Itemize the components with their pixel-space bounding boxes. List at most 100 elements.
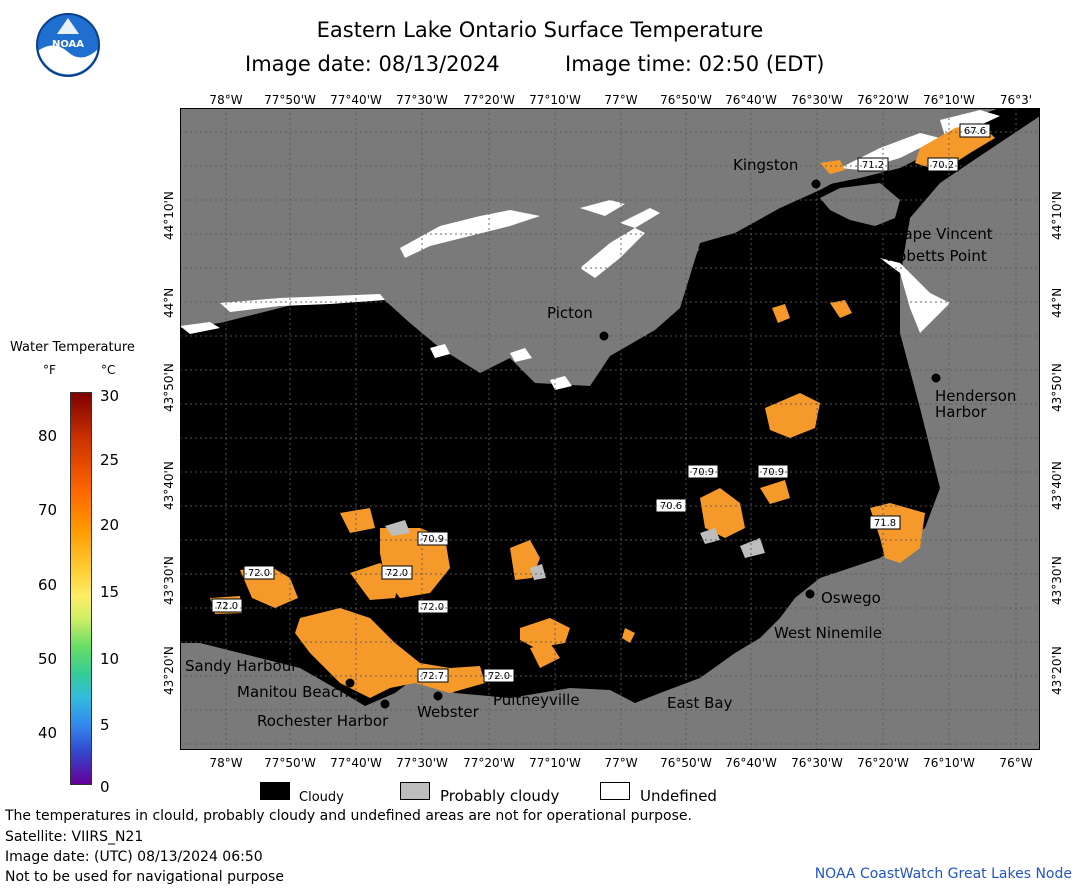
lat-tick-left: 43°20'N: [162, 646, 176, 695]
lat-tick-left: 43°30'N: [162, 556, 176, 605]
place-label: Manitou Beach: [237, 683, 349, 701]
navigation-note: Not to be used for navigational purpose: [5, 869, 284, 885]
lon-tick-top: 77°30'W: [396, 93, 448, 107]
lon-tick-bottom: 77°50'W: [264, 756, 316, 770]
disclaimer-note: The temperatures in clould, probably clo…: [5, 808, 692, 824]
lon-tick-top: 76°10'W: [923, 93, 975, 107]
colorbar-unit-c: °C: [101, 363, 116, 377]
legend-undefined-swatch: [600, 782, 630, 800]
temperature-value: 72.0: [216, 601, 238, 612]
tibbetts-point-marker: [865, 275, 875, 285]
colorbar-scale: [70, 392, 92, 785]
legend-probably-cloudy-swatch: [400, 782, 430, 800]
lon-tick-top: 76°30'W: [791, 93, 843, 107]
manitou-beach-marker: [345, 678, 355, 688]
pultneyville-marker: [541, 681, 551, 691]
place-label: Rochester Harbor: [257, 712, 389, 730]
kingston-marker: [811, 179, 821, 189]
place-label: Pultneyville: [493, 691, 580, 709]
colorbar-c-tick: 30: [100, 387, 120, 405]
legend-probably-cloudy-label: Probably cloudy: [440, 787, 560, 805]
lon-tick-bottom: 76°W: [999, 756, 1033, 770]
lon-tick-bottom: 76°50'W: [660, 756, 712, 770]
cape-vincent-marker: [875, 225, 885, 235]
place-label: Tibbetts Point: [883, 247, 987, 265]
place-label: West Ninemile: [774, 624, 882, 642]
prince-edward-land: [405, 206, 700, 380]
sandy-harbour-marker: [263, 649, 273, 659]
temperature-value: 72.7: [422, 671, 444, 682]
picton-marker: [599, 331, 609, 341]
east-bay-marker: [655, 683, 665, 693]
lon-tick-bottom: 76°10'W: [923, 756, 975, 770]
colorbar-c-tick: 10: [100, 650, 120, 668]
colorbar-c-tick: 20: [100, 516, 120, 534]
lon-tick-bottom: 76°40'W: [725, 756, 777, 770]
city-markers: [263, 179, 941, 709]
lon-tick-bottom: 77°40'W: [330, 756, 382, 770]
colorbar-c-tick: 15: [100, 583, 120, 601]
colorbar-unit-f: °F: [43, 363, 56, 377]
graticule: [180, 108, 1040, 750]
svg-text:NOAA: NOAA: [52, 39, 84, 50]
lat-tick-left: 43°40'N: [162, 461, 176, 510]
place-label: Cape Vincent: [893, 225, 993, 243]
lat-tick-right: 44°10'N: [1050, 191, 1064, 240]
colorbar-title: Water Temperature: [10, 340, 135, 355]
temperature-map: 67.6 71.2 70.2 70.9 70.9 70.6 70.9 72.0 …: [180, 108, 1040, 750]
lon-tick-top: 77°10'W: [529, 93, 581, 107]
place-label: Picton: [547, 304, 593, 322]
lon-tick-top: 77°50'W: [264, 93, 316, 107]
satellite-note: Satellite: VIIRS_N21: [5, 829, 144, 845]
lon-tick-top: 76°20'W: [857, 93, 909, 107]
lat-tick-left: 44°10'N: [162, 191, 176, 240]
colorbar-c-tick: 5: [100, 716, 110, 734]
utc-date-note: Image date: (UTC) 08/13/2024 06:50: [5, 849, 263, 865]
lon-tick-bottom: 77°10'W: [529, 756, 581, 770]
lon-tick-top: 76°3': [999, 93, 1033, 107]
place-label: Webster: [417, 703, 480, 721]
credit-link[interactable]: NOAA CoastWatch Great Lakes Node: [814, 866, 1072, 882]
place-label: Henderson: [935, 387, 1016, 405]
lon-tick-bottom: 77°W: [604, 756, 638, 770]
place-label: Oswego: [821, 589, 881, 607]
oswego-marker: [805, 589, 815, 599]
temperature-value: 72.0: [488, 671, 510, 682]
lon-tick-top: 77°40'W: [330, 93, 382, 107]
place-label: Kingston: [733, 156, 798, 174]
colorbar-f-tick: 70: [38, 501, 58, 519]
colorbar-f-tick: 60: [38, 576, 58, 594]
image-date: Image date: 08/13/2024: [245, 52, 500, 76]
lat-tick-right: 43°20'N: [1050, 646, 1064, 695]
lat-tick-left: 44°N: [162, 287, 176, 318]
colorbar-f-tick: 40: [38, 724, 58, 742]
west-ninemile-marker: [758, 613, 768, 623]
colorbar-c-tick: 25: [100, 451, 120, 469]
temperature-value: 72.0: [248, 568, 270, 579]
temperature-value: 71.2: [862, 160, 884, 171]
webster-marker: [433, 691, 443, 701]
temperature-value: 70.9: [762, 467, 784, 478]
temperature-value: 72.0: [422, 602, 444, 613]
temperature-value: 70.2: [932, 160, 954, 171]
temperature-value: 71.8: [874, 518, 896, 529]
henderson-harbor-marker: [931, 373, 941, 383]
image-time: Image time: 02:50 (EDT): [565, 52, 825, 76]
place-label: East Bay: [667, 694, 733, 712]
noaa-logo: NOAA: [36, 13, 100, 77]
place-labels: Kingston Cape Vincent Tibbetts Point Pic…: [185, 156, 1016, 730]
lon-tick-top: 77°W: [604, 93, 638, 107]
lat-tick-left: 43°50'N: [162, 363, 176, 412]
temperature-value: 70.9: [692, 467, 714, 478]
legend-cloudy-label: Cloudy: [299, 790, 344, 805]
lat-tick-right: 43°40'N: [1050, 461, 1064, 510]
lat-tick-right: 43°30'N: [1050, 556, 1064, 605]
lon-tick-bottom: 76°20'W: [857, 756, 909, 770]
colorbar-f-tick: 80: [38, 427, 58, 445]
lon-tick-top: 77°20'W: [463, 93, 515, 107]
place-label: Sandy Harbour: [185, 657, 298, 675]
lat-tick-right: 44°N: [1050, 287, 1064, 318]
temperature-value-boxes: 67.6 71.2 70.2 70.9 70.9 70.6 70.9 72.0 …: [211, 123, 991, 683]
lon-tick-bottom: 76°30'W: [791, 756, 843, 770]
lon-tick-bottom: 77°30'W: [396, 756, 448, 770]
